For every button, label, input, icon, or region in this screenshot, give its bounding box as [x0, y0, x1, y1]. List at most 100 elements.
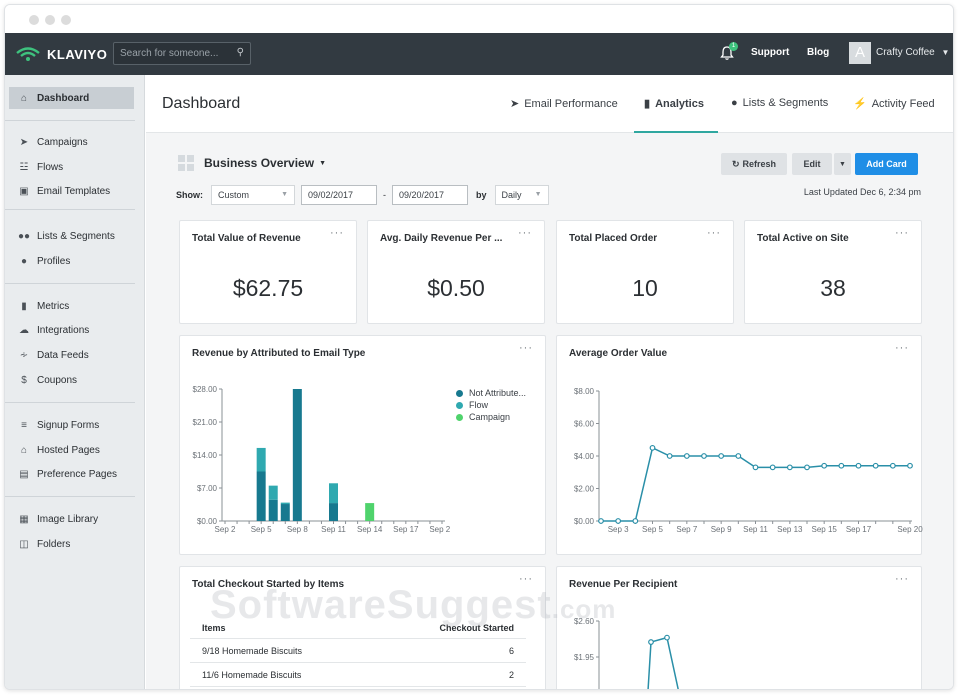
kpi-value: $0.50: [427, 275, 485, 301]
kpi-value: 10: [632, 275, 658, 301]
klaviyo-logo[interactable]: KLAVIYO: [15, 44, 107, 64]
overview-selector[interactable]: Business Overview ▼: [178, 155, 326, 171]
more-options-icon[interactable]: ···: [707, 227, 721, 239]
bar-not-attribute-: [280, 504, 290, 521]
lightning-icon: ⚡: [853, 98, 867, 110]
more-options-icon[interactable]: ···: [518, 227, 532, 239]
sidebar-item-flows[interactable]: ☳ Flows: [5, 156, 145, 178]
sidebar-item-label: Dashboard: [37, 92, 90, 104]
user-icon: ●: [20, 255, 28, 267]
wifi-logo-icon: [16, 47, 40, 61]
sidebar-item-folders[interactable]: ◫ Folders: [5, 533, 145, 555]
avatar[interactable]: A: [849, 42, 871, 64]
search-input[interactable]: Search for someone... ⚲: [113, 42, 251, 65]
window-minimize-dot[interactable]: [45, 15, 55, 25]
window-chrome: [5, 5, 953, 33]
checkout-table: Items Checkout Started 9/18 Homemade Bis…: [190, 617, 526, 687]
sidebar-item-hosted-pages[interactable]: ⌂ Hosted Pages: [5, 439, 145, 461]
tab-analytics[interactable]: ▮ Analytics: [634, 97, 718, 133]
sidebar-item-dashboard[interactable]: ⌂ Dashboard: [9, 87, 134, 109]
data-point: [769, 464, 776, 471]
legend-item-flow[interactable]: Flow: [456, 399, 526, 411]
sidebar-item-data-feeds[interactable]: ∻ Data Feeds: [5, 344, 145, 366]
column-header-items[interactable]: Items: [202, 622, 226, 633]
legend-item-not-attributed[interactable]: Not Attribute...: [456, 387, 526, 399]
blog-link[interactable]: Blog: [807, 47, 830, 58]
sidebar-item-label: Signup Forms: [37, 419, 100, 431]
building-icon: ⌂: [20, 444, 28, 456]
tab-email-performance[interactable]: ➤ Email Performance: [510, 97, 618, 133]
search-icon[interactable]: ⚲: [236, 47, 244, 58]
window-maximize-dot[interactable]: [61, 15, 71, 25]
show-label: Show:: [176, 190, 203, 200]
data-point: [821, 462, 828, 469]
tab-activity-feed[interactable]: ⚡ Activity Feed: [853, 97, 935, 133]
more-options-icon[interactable]: ···: [895, 573, 909, 585]
edit-dropdown-button[interactable]: ▼: [834, 153, 851, 175]
tab-lists-segments[interactable]: ● Lists & Segments: [731, 97, 828, 133]
sidebar-item-label: Email Templates: [37, 185, 111, 197]
sidebar-item-integrations[interactable]: ☁ Integrations: [5, 319, 145, 341]
end-date-input[interactable]: 09/20/2017: [392, 185, 468, 205]
column-header-checkout[interactable]: Checkout Started: [439, 622, 514, 633]
data-point: [907, 462, 913, 469]
data-point: [804, 464, 810, 471]
sidebar-item-email-templates[interactable]: ▣ Email Templates: [5, 180, 145, 202]
data-point: [648, 639, 654, 645]
bar-not-attribute-: [292, 389, 302, 521]
legend-swatch: [456, 413, 463, 421]
kpi-card-avg-daily-revenue: Avg. Daily Revenue Per ... ··· $0.50: [367, 220, 545, 324]
y-tick-label: $4.00: [574, 452, 595, 461]
revenue-by-email-type-card: Revenue by Attributed to Email Type ··· …: [179, 335, 546, 555]
support-link[interactable]: Support: [751, 47, 790, 58]
interval-select[interactable]: Daily ▼: [494, 185, 549, 205]
x-tick-label: Sep 2: [215, 525, 236, 534]
sidebar-item-label: Integrations: [37, 324, 90, 336]
sidebar-item-lists-segments[interactable]: ●● Lists & Segments: [5, 225, 145, 247]
y-tick-label: $1.95: [574, 653, 595, 662]
sidebar-item-preference-pages[interactable]: ▤ Preference Pages: [5, 463, 145, 485]
watermark-text: SoftwareSuggest: [210, 583, 552, 627]
sidebar-item-profiles[interactable]: ● Profiles: [5, 250, 145, 272]
sidebar-item-image-library[interactable]: ▦ Image Library: [5, 508, 145, 530]
bar-not-attribute-: [256, 471, 266, 521]
x-tick-label: Sep 13: [777, 525, 803, 534]
table-cell-count: 2: [508, 669, 514, 680]
bar-campaign: [365, 503, 375, 521]
x-tick-label: Sep 7: [676, 525, 697, 534]
chart-legend: Not Attribute... Flow Campaign: [456, 387, 526, 423]
card-title: Avg. Daily Revenue Per ...: [380, 233, 503, 244]
sidebar-item-campaigns[interactable]: ➤ Campaigns: [5, 131, 145, 153]
more-options-icon[interactable]: ···: [895, 227, 909, 239]
account-menu[interactable]: Crafty Coffee ▼: [876, 47, 949, 58]
window-close-dot[interactable]: [29, 15, 39, 25]
sidebar-item-signup-forms[interactable]: ≡ Signup Forms: [5, 414, 145, 436]
start-date-input[interactable]: 09/02/2017: [301, 185, 377, 205]
by-label: by: [476, 190, 487, 200]
more-options-icon[interactable]: ···: [895, 342, 909, 354]
range-select[interactable]: Custom ▼: [211, 185, 295, 205]
card-title: Revenue Per Recipient: [569, 579, 678, 590]
sidebar-item-label: Profiles: [37, 255, 71, 267]
table-row[interactable]: 11/6 Homemade Biscuits 2: [190, 663, 526, 687]
more-options-icon[interactable]: ···: [519, 573, 533, 585]
tab-label: Activity Feed: [871, 98, 935, 110]
more-options-icon[interactable]: ···: [330, 227, 344, 239]
caret-down-icon: ▼: [839, 160, 846, 168]
legend-item-campaign[interactable]: Campaign: [456, 411, 526, 423]
more-options-icon[interactable]: ···: [519, 342, 533, 354]
sidebar-divider: [5, 209, 135, 210]
page-title: Dashboard: [162, 95, 241, 112]
data-point: [752, 464, 759, 471]
edit-button[interactable]: Edit: [792, 153, 832, 175]
sidebar-item-coupons[interactable]: $ Coupons: [5, 369, 145, 391]
tab-label: Email Performance: [524, 98, 618, 110]
sidebar-item-metrics[interactable]: ▮ Metrics: [5, 295, 145, 317]
tab-label: Analytics: [655, 98, 704, 110]
y-tick-label: $0.00: [197, 517, 218, 526]
table-row[interactable]: 9/18 Homemade Biscuits 6: [190, 639, 526, 663]
add-card-button[interactable]: Add Card: [855, 153, 918, 175]
watermark-suffix: .com: [551, 594, 617, 624]
refresh-button[interactable]: ↻ Refresh: [721, 153, 787, 175]
form-icon: ≡: [21, 419, 27, 431]
